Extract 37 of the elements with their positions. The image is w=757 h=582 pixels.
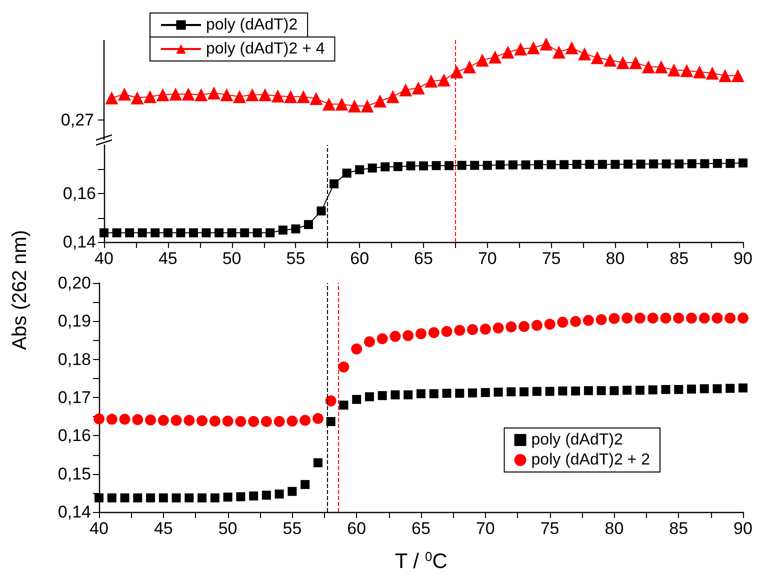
x-tick-label: 60: [347, 519, 366, 538]
x-tick-label: 85: [670, 249, 689, 268]
x-tick-label: 65: [412, 519, 430, 538]
y-tick-label: 0,16: [58, 426, 91, 446]
text: 0,27: [60, 110, 94, 130]
y-tick-label: 0,15: [58, 464, 91, 484]
x-tick-label: 45: [154, 519, 173, 538]
x-tick-label: 50: [218, 519, 238, 538]
x-tick-label: 70: [478, 249, 497, 268]
x-tick-label: 90: [734, 519, 752, 538]
x-tick-label: 50: [222, 249, 242, 268]
x-tick-label: 40: [94, 249, 114, 268]
y-tick-label: 0,18: [58, 350, 91, 369]
x-tick-label: 55: [286, 249, 306, 268]
x-tick-label: 85: [669, 519, 688, 538]
y-axis-title: Abs (262 nm): [9, 230, 31, 350]
x-tick-label: 60: [350, 249, 370, 268]
legend-label: poly (dAdT)2: [531, 432, 623, 448]
legend-label: poly (dAdT)2: [206, 16, 298, 34]
y-tick-label: 0,14: [62, 232, 96, 252]
x-tick-label: 75: [540, 519, 560, 538]
x-tick-label: 45: [158, 249, 178, 268]
y-tick-label: 0,16: [62, 184, 96, 203]
x-tick-label: 65: [414, 249, 433, 268]
y-tick-label: 0,14: [58, 502, 91, 522]
y-tick-label: 0,17: [58, 388, 91, 407]
x-tick-label: 75: [542, 249, 561, 268]
y-tick-label: 0,20: [58, 274, 91, 292]
x-tick-label: 55: [282, 519, 302, 538]
x-tick-label: 70: [476, 519, 495, 538]
y-tick-label: 0,19: [58, 312, 91, 331]
legend-label: poly (dAdT)2 + 2: [531, 452, 650, 468]
legend-label: poly (dAdT)2 + 4: [206, 40, 325, 58]
x-tick-label: 80: [606, 249, 625, 268]
x-tick-label: 80: [604, 519, 624, 538]
x-tick-label: 40: [90, 519, 108, 538]
x-tick-label: 90: [734, 249, 752, 268]
